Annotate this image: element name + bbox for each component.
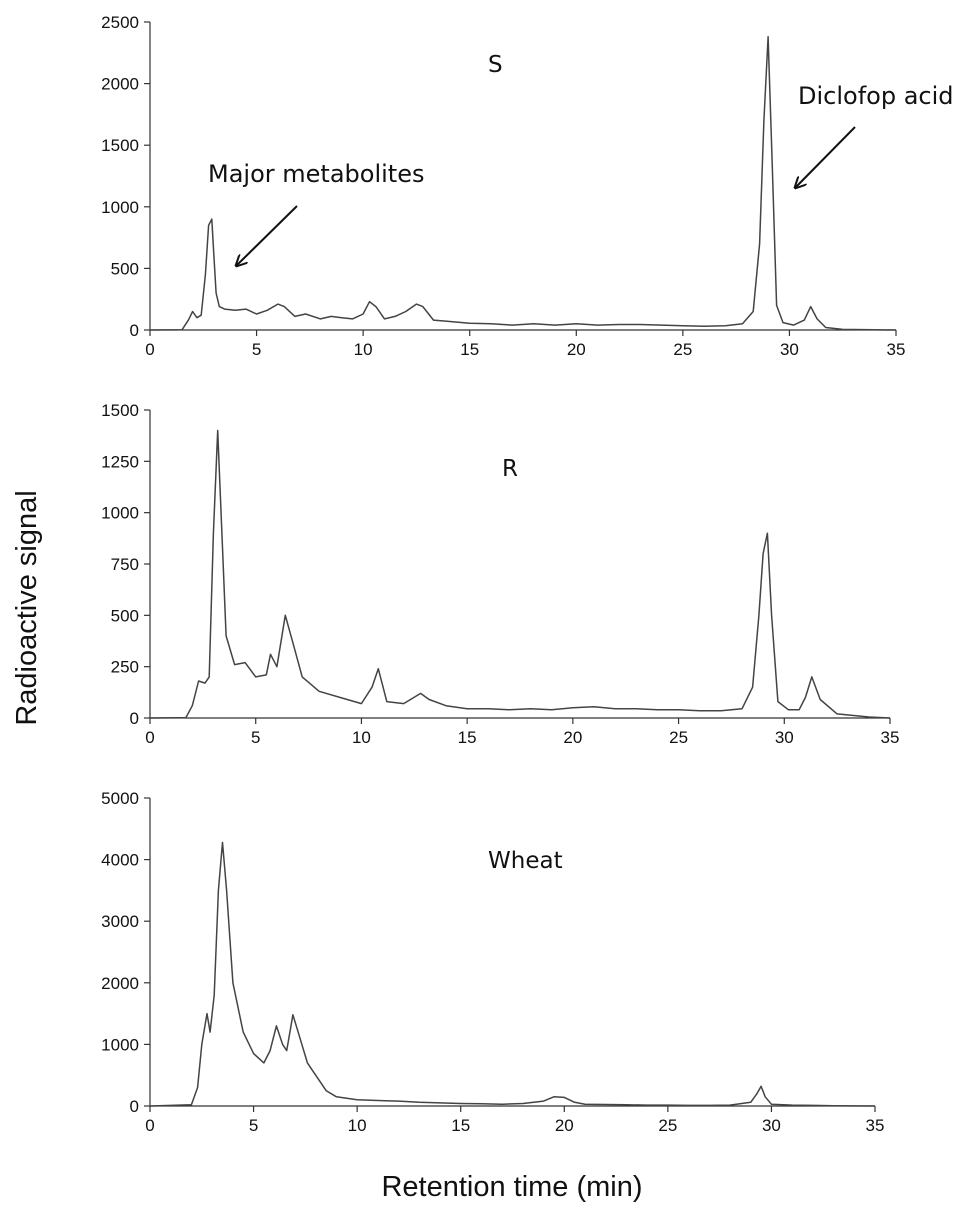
x-tick-label: 15 xyxy=(460,340,479,359)
y-tick-label: 1500 xyxy=(101,401,139,420)
y-tick-label: 2500 xyxy=(101,13,139,32)
y-tick-label: 250 xyxy=(111,658,139,677)
annotation-arrow xyxy=(236,205,298,266)
panel-label: R xyxy=(502,456,518,482)
annotation-label: Diclofop acid xyxy=(798,82,954,110)
y-tick-label: 2000 xyxy=(101,974,139,993)
x-tick-label: 5 xyxy=(249,1116,258,1135)
x-tick-label: 15 xyxy=(451,1116,470,1135)
x-tick-label: 5 xyxy=(251,728,260,747)
series-line-1 xyxy=(149,36,897,331)
x-tick-label: 0 xyxy=(145,340,154,359)
x-tick-label: 0 xyxy=(145,728,154,747)
x-tick-label: 10 xyxy=(352,728,371,747)
x-tick-label: 30 xyxy=(762,1116,781,1135)
y-tick-label: 0 xyxy=(130,1097,139,1116)
x-tick-label: 35 xyxy=(881,728,900,747)
y-tick-label: 500 xyxy=(111,259,139,278)
y-tick-label: 2000 xyxy=(101,75,139,94)
chart-panel-2: 0 250 500 750 1000 1250 1500 0 5 10 15 20 25 30 35 R xyxy=(101,401,899,747)
series-line-1 xyxy=(149,841,876,1107)
x-tick-label: 20 xyxy=(555,1116,574,1135)
y-tick-label: 4000 xyxy=(101,851,139,870)
x-axis-title: Retention time (min) xyxy=(381,1171,642,1203)
x-tick-label: 10 xyxy=(348,1116,367,1135)
x-tick-label: 10 xyxy=(354,340,373,359)
y-tick-label: 0 xyxy=(130,321,139,340)
y-tick-label: 1250 xyxy=(101,452,139,471)
y-tick-label: 750 xyxy=(111,555,139,574)
y-tick-label: 500 xyxy=(111,606,139,625)
y-tick-label: 1000 xyxy=(101,198,139,217)
x-tick-label: 25 xyxy=(669,728,688,747)
y-tick-label: 1500 xyxy=(101,136,139,155)
x-tick-label: 30 xyxy=(775,728,794,747)
x-tick-label: 20 xyxy=(563,728,582,747)
x-tick-label: 35 xyxy=(866,1116,885,1135)
panel-label: Wheat xyxy=(488,848,563,874)
x-tick-label: 25 xyxy=(673,340,692,359)
series-line-1 xyxy=(149,429,891,719)
x-tick-label: 0 xyxy=(145,1116,154,1135)
y-tick-label: 0 xyxy=(130,709,139,728)
x-tick-label: 5 xyxy=(252,340,261,359)
x-tick-label: 30 xyxy=(780,340,799,359)
y-tick-label: 1000 xyxy=(101,1035,139,1054)
chart-panel-3: 0 1000 2000 3000 4000 5000 0 5 10 15 20 25 30 35 Wheat xyxy=(101,789,884,1135)
y-axis-title: Radioactive signal xyxy=(11,490,43,725)
x-tick-label: 25 xyxy=(658,1116,677,1135)
y-tick-label: 5000 xyxy=(101,789,139,808)
x-tick-label: 35 xyxy=(887,340,906,359)
panel-label: S xyxy=(488,52,503,78)
y-tick-label: 3000 xyxy=(101,912,139,931)
y-tick-label: 1000 xyxy=(101,504,139,523)
annotation-label: Major metabolites xyxy=(208,160,424,188)
chart-panel-1: 0 500 1000 1500 2000 2500 0 5 10 15 20 25 30 35 S Major… xyxy=(101,13,953,359)
annotation-arrow xyxy=(795,126,856,188)
x-tick-label: 20 xyxy=(567,340,586,359)
x-tick-label: 15 xyxy=(458,728,477,747)
